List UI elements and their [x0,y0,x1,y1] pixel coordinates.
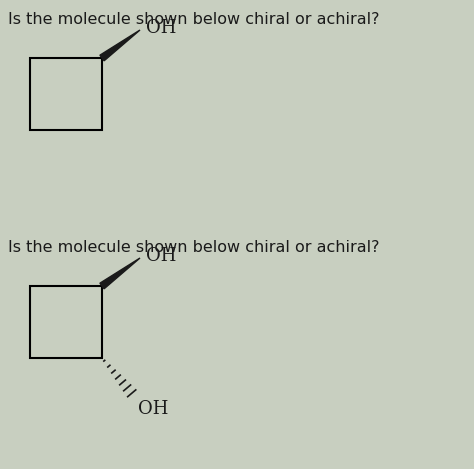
Text: Is the molecule shown below chiral or achiral?: Is the molecule shown below chiral or ac… [8,240,380,255]
Text: OH: OH [138,400,168,418]
Bar [30,286,102,358]
Text: OH: OH [146,19,176,37]
Polygon shape [100,30,140,61]
Bar [30,58,102,130]
Text: Is the molecule shown below chiral or achiral?: Is the molecule shown below chiral or ac… [8,12,380,27]
Text: OH: OH [146,247,176,265]
Polygon shape [100,258,140,289]
